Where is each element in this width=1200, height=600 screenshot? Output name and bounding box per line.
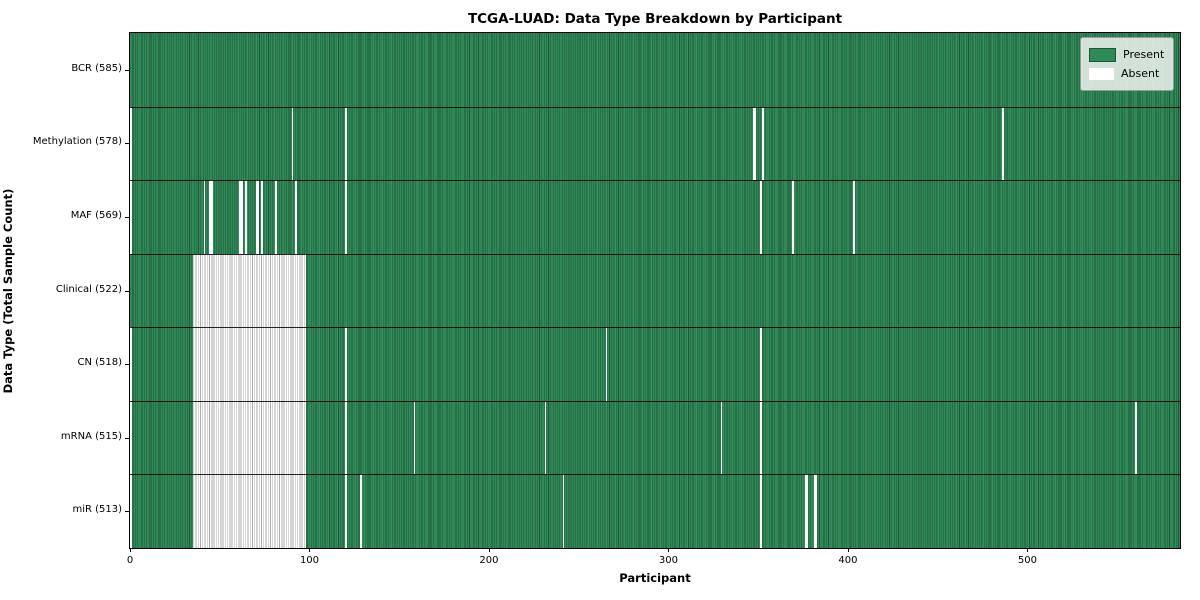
- x-tick: [488, 548, 490, 552]
- legend-entry-absent: Absent: [1089, 65, 1165, 82]
- absent-band-cn: [345, 327, 348, 401]
- absent-band-methylation: [761, 106, 764, 181]
- x-tick: [668, 548, 670, 552]
- absent-band-cn: [130, 327, 132, 401]
- y-tick: [125, 511, 130, 513]
- y-tick: [125, 290, 130, 292]
- absent-band-mrna: [413, 400, 416, 475]
- y-tick: [125, 216, 130, 218]
- absent-band-methylation: [1002, 106, 1005, 181]
- y-tick-label-cn: CN (518): [77, 357, 122, 369]
- absent-band-maf: [792, 180, 795, 254]
- y-tick-label-maf: MAF (569): [70, 209, 122, 221]
- x-tick-label: 400: [838, 555, 858, 566]
- y-tick-label-bcr: BCR (585): [71, 62, 122, 74]
- absent-band-maf: [208, 180, 213, 254]
- absent-band-mrna: [130, 400, 132, 475]
- absent-band-mrna: [720, 400, 723, 475]
- x-axis-label: Participant: [619, 571, 691, 585]
- x-tick-label: 500: [1017, 555, 1037, 566]
- absent-band-methylation: [291, 106, 294, 181]
- present-swatch: [1089, 47, 1116, 62]
- y-axis-label: Data Type (Total Sample Count): [1, 188, 15, 394]
- absent-band-clinical: [192, 253, 306, 328]
- absent-band-mrna: [760, 400, 762, 475]
- absent-band-methylation: [130, 106, 132, 181]
- x-tick: [309, 548, 311, 552]
- plot-area: Present Absent: [130, 33, 1180, 548]
- row-separator: [130, 180, 1180, 182]
- x-tick: [847, 548, 849, 552]
- absent-band-maf: [244, 180, 247, 254]
- absent-band-cn: [605, 327, 608, 401]
- absent-band-mrna: [345, 400, 348, 475]
- y-tick-label-clinical: Clinical (522): [55, 283, 122, 295]
- absent-band-maf: [295, 180, 297, 254]
- row-separator: [130, 400, 1180, 402]
- y-tick: [125, 364, 130, 366]
- row-separator: [130, 474, 1180, 476]
- y-tick: [125, 69, 130, 71]
- absent-band-maf: [203, 180, 206, 254]
- absent-band-cn: [192, 327, 306, 401]
- chart-title: TCGA-LUAD: Data Type Breakdown by Partic…: [467, 11, 843, 27]
- legend-label-present: Present: [1123, 48, 1165, 61]
- row-separator: [130, 253, 1180, 255]
- legend-entry-present: Present: [1089, 46, 1165, 63]
- x-tick: [130, 548, 131, 552]
- y-tick: [125, 437, 130, 439]
- absent-band-maf: [239, 180, 244, 254]
- absent-band-mir: [813, 474, 818, 548]
- legend-label-absent: Absent: [1121, 67, 1160, 80]
- absent-band-maf: [275, 180, 278, 254]
- absent-band-maf: [130, 180, 132, 254]
- y-tick: [125, 143, 130, 145]
- absent-band-maf: [760, 180, 762, 254]
- row-separator: [130, 106, 1180, 108]
- x-tick-label: 100: [299, 555, 320, 566]
- absent-band-mrna: [544, 400, 547, 475]
- absent-band-maf: [261, 180, 263, 254]
- absent-band-maf: [345, 180, 348, 254]
- x-tick-label: 300: [658, 555, 678, 566]
- y-tick-label-mrna: mRNA (515): [60, 430, 122, 442]
- absent-swatch: [1089, 67, 1114, 80]
- absent-band-mir: [359, 474, 362, 548]
- absent-band-mir: [760, 474, 762, 548]
- legend: Present Absent: [1080, 37, 1174, 91]
- absent-band-mir: [345, 474, 348, 548]
- absent-band-mir: [804, 474, 809, 548]
- absent-band-mrna: [192, 400, 306, 475]
- x-tick-label: 200: [479, 555, 499, 566]
- x-tick: [1027, 548, 1029, 552]
- absent-band-mir: [192, 474, 306, 548]
- absent-band-mir: [130, 474, 132, 548]
- absent-band-cn: [760, 327, 762, 401]
- y-tick-label-methylation: Methylation (578): [32, 136, 122, 148]
- x-tick-label: 0: [126, 555, 134, 566]
- absent-band-mir: [562, 474, 565, 548]
- absent-band-maf: [255, 180, 260, 254]
- absent-band-mrna: [1135, 400, 1137, 475]
- absent-band-methylation: [752, 106, 757, 181]
- absent-band-methylation: [345, 106, 348, 181]
- absent-band-maf: [853, 180, 856, 254]
- y-tick-label-mir: miR (513): [72, 504, 122, 516]
- row-separator: [130, 327, 1180, 329]
